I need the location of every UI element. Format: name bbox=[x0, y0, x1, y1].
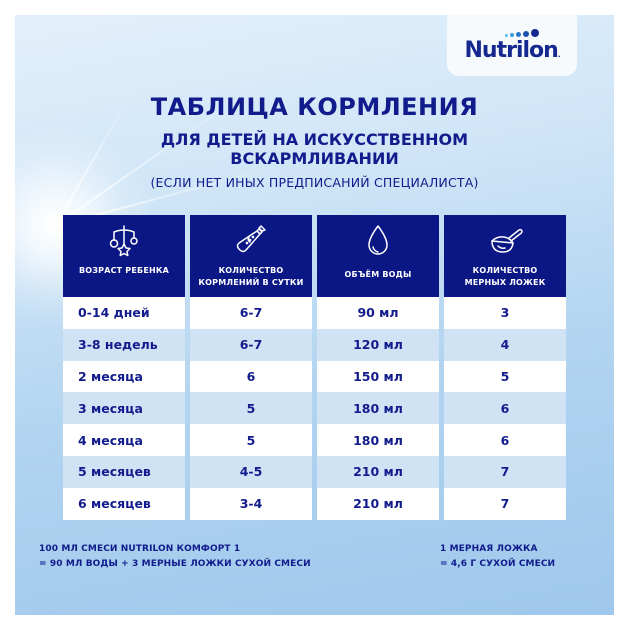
column-header-label: КОЛИЧЕСТВО МЕРНЫХ ЛОЖЕК bbox=[464, 266, 546, 287]
water-drop-icon bbox=[368, 225, 388, 255]
spoon-weight-note: 1 МЕРНАЯ ЛОЖКА = 4,6 Г СУХОЙ СМЕСИ bbox=[440, 542, 555, 572]
formula-note: 100 МЛ СМЕСИ NUTRILON КОМФОРТ 1 = 90 МЛ … bbox=[39, 542, 311, 572]
baby-bottle-icon bbox=[236, 225, 266, 253]
subtitle-line-1: ДЛЯ ДЕТЕЙ НА ИСКУССТВЕННОМ bbox=[160, 130, 469, 149]
table-cell-spoons: 6 bbox=[444, 392, 566, 425]
table-cell-water: 180 мл bbox=[317, 392, 439, 425]
table-cell-feedings: 6 bbox=[190, 360, 312, 393]
column-header-water: ОБЪЁМ ВОДЫ bbox=[317, 215, 439, 297]
table-cell-spoons: 3 bbox=[444, 297, 566, 329]
table-cell-spoons: 6 bbox=[444, 424, 566, 456]
spoon-weight-line-2: = 4,6 Г СУХОЙ СМЕСИ bbox=[440, 559, 556, 569]
table-cell-water: 210 мл bbox=[317, 487, 439, 520]
column-feedings: КОЛИЧЕСТВО КОРМЛЕНИЙ В СУТКИ 6-7 6-7 6 5… bbox=[190, 215, 312, 520]
table-cell-water: 90 мл bbox=[317, 297, 439, 329]
table-cell-feedings: 6-7 bbox=[190, 297, 312, 329]
table-cell-feedings: 5 bbox=[190, 392, 312, 425]
table-cell-age: 2 месяца bbox=[63, 360, 185, 393]
specialist-note: (ЕСЛИ НЕТ ИНЫХ ПРЕДПИСАНИЙ СПЕЦИАЛИСТА) bbox=[150, 175, 479, 190]
table-cell-feedings: 5 bbox=[190, 424, 312, 456]
table-cell-feedings: 4-5 bbox=[190, 455, 312, 488]
feeding-table-panel: Nutrilon. ТАБЛИЦА КОРМЛЕНИЯ ДЛЯ ДЕТЕЙ НА… bbox=[15, 15, 614, 615]
column-age: ВОЗРАСТ РЕБЕНКА 0-14 дней 3-8 недель 2 м… bbox=[63, 215, 185, 520]
table-cell-age: 6 месяцев bbox=[63, 487, 185, 520]
table-cell-feedings: 3-4 bbox=[190, 487, 312, 520]
measuring-spoon-icon bbox=[491, 228, 523, 253]
logo-wordmark: Nutrilon. bbox=[464, 37, 561, 63]
logo-dots-icon bbox=[505, 28, 539, 37]
table-cell-spoons: 7 bbox=[444, 455, 566, 488]
column-header-label: ОБЪЁМ ВОДЫ bbox=[344, 270, 412, 279]
column-header-label: КОЛИЧЕСТВО КОРМЛЕНИЙ В СУТКИ bbox=[198, 266, 304, 287]
table-cell-spoons: 7 bbox=[444, 487, 566, 520]
table-cell-water: 210 мл bbox=[317, 455, 439, 488]
table-cell-spoons: 4 bbox=[444, 328, 566, 361]
table-cell-spoons: 5 bbox=[444, 360, 566, 393]
formula-note-line-1: 100 МЛ СМЕСИ NUTRILON КОМФОРТ 1 bbox=[39, 544, 241, 554]
table-cell-age: 0-14 дней bbox=[63, 297, 185, 329]
spoon-weight-line-1: 1 МЕРНАЯ ЛОЖКА bbox=[440, 544, 538, 554]
column-header-spoons: КОЛИЧЕСТВО МЕРНЫХ ЛОЖЕК bbox=[444, 215, 566, 297]
table-cell-age: 3-8 недель bbox=[63, 328, 185, 361]
column-header-label: ВОЗРАСТ РЕБЕНКА bbox=[78, 266, 170, 275]
table-cell-water: 150 мл bbox=[317, 360, 439, 393]
column-header-feedings: КОЛИЧЕСТВО КОРМЛЕНИЙ В СУТКИ bbox=[190, 215, 312, 297]
formula-note-line-2: = 90 МЛ ВОДЫ + 3 МЕРНЫЕ ЛОЖКИ СУХОЙ СМЕС… bbox=[39, 559, 311, 569]
table-cell-water: 120 мл bbox=[317, 328, 439, 361]
page-subtitle: ДЛЯ ДЕТЕЙ НА ИСКУССТВЕННОМ ВСКАРМЛИВАНИИ bbox=[15, 130, 614, 168]
table-cell-age: 3 месяца bbox=[63, 392, 185, 425]
table-cell-age: 5 месяцев bbox=[63, 455, 185, 488]
subtitle-line-2: ВСКАРМЛИВАНИИ bbox=[230, 149, 399, 168]
column-water: ОБЪЁМ ВОДЫ 90 мл 120 мл 150 мл 180 мл 18… bbox=[317, 215, 439, 520]
page-title: ТАБЛИЦА КОРМЛЕНИЯ bbox=[150, 93, 479, 121]
brand-logo: Nutrilon. bbox=[447, 15, 577, 76]
table-cell-water: 180 мл bbox=[317, 424, 439, 456]
table-cell-age: 4 месяца bbox=[63, 424, 185, 456]
baby-mobile-icon bbox=[109, 225, 138, 257]
table-cell-feedings: 6-7 bbox=[190, 328, 312, 361]
column-header-age: ВОЗРАСТ РЕБЕНКА bbox=[63, 215, 185, 297]
column-spoons: КОЛИЧЕСТВО МЕРНЫХ ЛОЖЕК 3 4 5 6 6 7 7 bbox=[444, 215, 566, 520]
